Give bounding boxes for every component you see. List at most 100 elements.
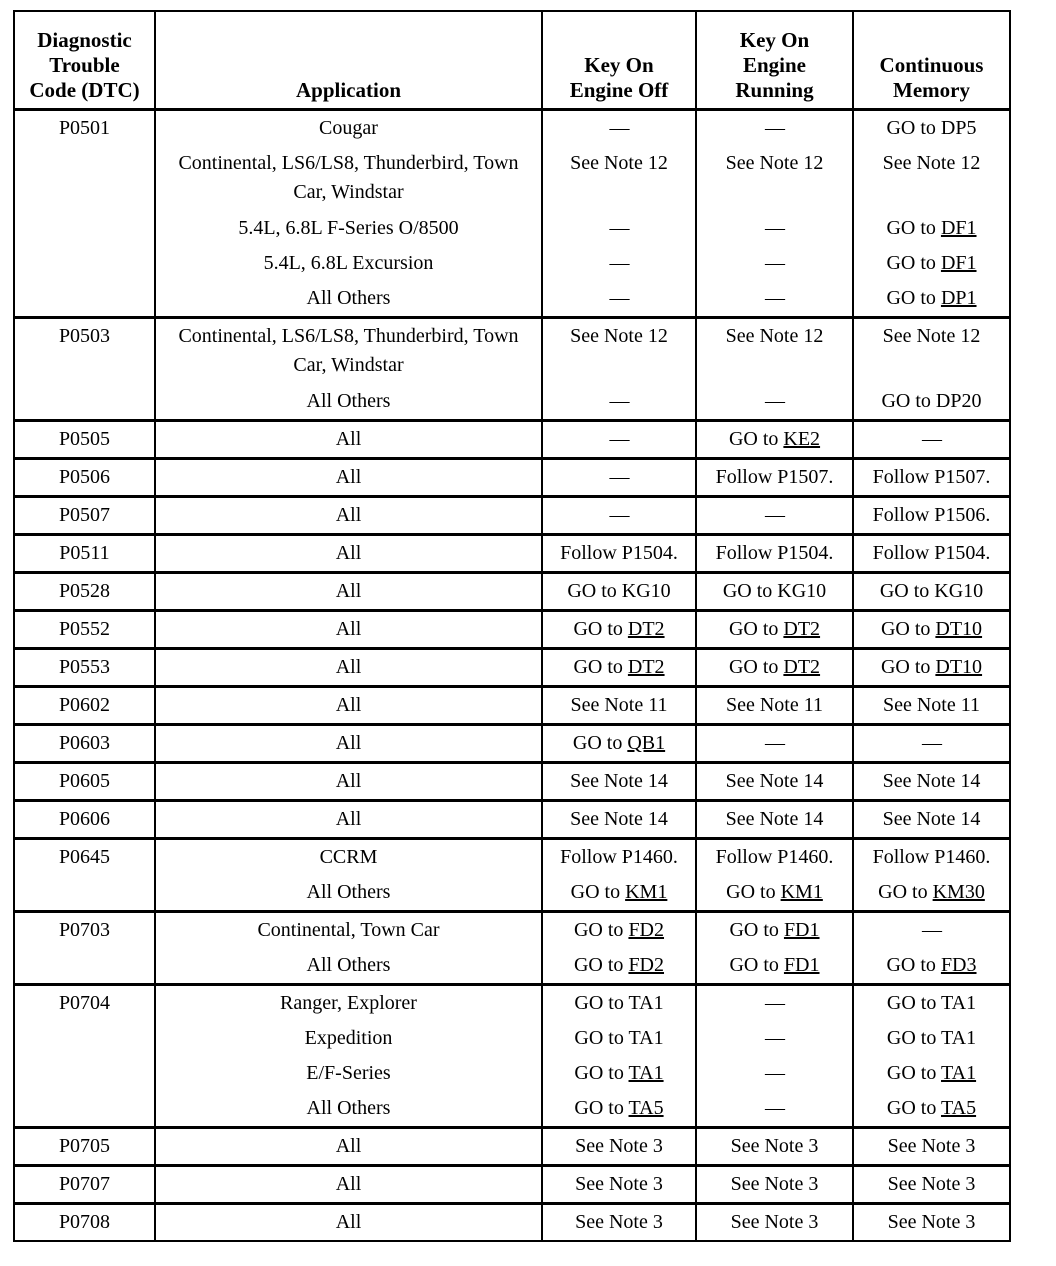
koer-cell: Follow P1507. (697, 460, 852, 495)
koeo-cell: GO to TA1 (543, 986, 695, 1021)
koeo-cell: Follow P1460. (543, 840, 695, 875)
application-cell: All Others (306, 287, 391, 309)
application-column: Continental, LS6/LS8, Thunderbird, Town … (154, 319, 541, 419)
cell-text: GO to (880, 618, 936, 640)
cm-cell: See Note 3 (854, 1167, 1009, 1202)
koeo-cell: — (543, 111, 695, 146)
procedure-link[interactable]: DF1 (940, 217, 977, 239)
application-cell: 5.4L, 6.8L F-Series O/8500 (238, 217, 459, 239)
cm-cell: Follow P1506. (854, 498, 1009, 533)
procedure-link[interactable]: FD3 (940, 954, 977, 976)
procedure-link[interactable]: FD1 (783, 919, 820, 941)
dtc-code: P0503 (58, 325, 111, 347)
koer-cell: GO to KM1 (697, 875, 852, 910)
application-column: Continental, Town Car All Others (154, 913, 541, 983)
cell-text: See Note 3 (730, 1135, 819, 1157)
koeo-column: Follow P1504. (541, 536, 695, 571)
koeo-cell: See Note 3 (543, 1167, 695, 1202)
procedure-link[interactable]: DT2 (783, 618, 821, 640)
koeo-cell: GO to FD2 (543, 913, 695, 948)
application-column: All (154, 1129, 541, 1164)
koeo-cell: — (543, 211, 695, 246)
procedure-link[interactable]: FD2 (628, 919, 665, 941)
dash: — (609, 466, 630, 488)
dtc-code: P0605 (58, 770, 111, 792)
application-cell: All (335, 732, 362, 754)
procedure-link[interactable]: QB1 (627, 732, 666, 754)
col-header-key-on-engine-running: Key On Engine Running (695, 12, 852, 108)
cm-column: See Note 3 (852, 1129, 1009, 1164)
koeo-column: See Note 14 (541, 764, 695, 799)
dtc-code: P0707 (58, 1173, 111, 1195)
cell-text: GO to (728, 618, 784, 640)
procedure-link[interactable]: DT2 (627, 618, 665, 640)
cell-text: See Note 3 (887, 1135, 976, 1157)
koeo-column: See Note 3 (541, 1205, 695, 1240)
cell-text: Follow P1504. (872, 542, 991, 564)
cm-column: GO to KG10 (852, 574, 1009, 609)
application-cell: Continental, LS6/LS8, Thunderbird, Town … (178, 325, 519, 376)
cm-cell: GO to DT10 (854, 650, 1009, 685)
koeo-cell: GO to TA1 (543, 1056, 695, 1091)
col-header-application: Application (154, 12, 541, 108)
cm-cell: GO to DF1 (854, 246, 1009, 281)
koeo-column: GO to DT2 (541, 612, 695, 647)
cell-text: See Note 12 (725, 325, 824, 347)
application-cell: All (335, 580, 362, 602)
cm-column: GO to TA1 GO to TA1 GO to TA1 GO to TA5 (852, 986, 1009, 1126)
procedure-link[interactable]: DT2 (627, 656, 665, 678)
koeo-column: GO to QB1 (541, 726, 695, 761)
procedure-link[interactable]: TA5 (628, 1097, 664, 1119)
koer-column: — — — — (695, 986, 852, 1126)
application-cell: CCRM (319, 846, 378, 868)
dash: — (922, 919, 942, 941)
procedure-link[interactable]: KM1 (780, 881, 823, 903)
application-cell: All (335, 1173, 362, 1195)
koer-cell: See Note 14 (697, 764, 852, 799)
procedure-link[interactable]: DP1 (940, 287, 977, 309)
koeo-column: — (541, 498, 695, 533)
application-column: Cougar Continental, LS6/LS8, Thunderbird,… (154, 111, 541, 316)
procedure-link[interactable]: DT2 (783, 656, 821, 678)
cell-text: Follow P1504. (715, 542, 834, 564)
dash: — (609, 504, 630, 526)
procedure-link[interactable]: KM1 (625, 881, 668, 903)
application-column: All (154, 726, 541, 761)
procedure-link[interactable]: TA5 (941, 1097, 977, 1119)
procedure-link[interactable]: FD1 (783, 954, 820, 976)
dtc-code: P0603 (58, 732, 111, 754)
cell-text: GO to (729, 954, 784, 976)
dtc-code: P0704 (58, 992, 111, 1014)
cm-cell: GO to TA5 (854, 1091, 1009, 1126)
cell-text: See Note 12 (882, 152, 981, 174)
procedure-link[interactable]: TA1 (941, 1062, 977, 1084)
koeo-cell: GO to DT2 (543, 612, 695, 647)
koeo-cell: GO to FD2 (543, 948, 695, 983)
procedure-link[interactable]: KM30 (932, 881, 985, 903)
procedure-link[interactable]: KE2 (783, 428, 821, 450)
dtc-code: P0506 (58, 466, 111, 488)
dash: — (609, 428, 630, 450)
dtc-code: P0528 (58, 580, 111, 602)
procedure-link[interactable]: DT10 (935, 656, 983, 678)
koer-cell: — (697, 281, 852, 316)
procedure-link[interactable]: DT10 (935, 618, 983, 640)
cm-cell: See Note 11 (854, 688, 1009, 723)
application-cell: All (335, 656, 362, 678)
koer-column: — See Note 12 — — — (695, 111, 852, 316)
procedure-link[interactable]: DF1 (940, 252, 977, 274)
cell-text: GO to (886, 954, 941, 976)
cell-text: GO to (729, 919, 784, 941)
dash: — (765, 287, 785, 309)
koer-cell: See Note 3 (697, 1129, 852, 1164)
cm-cell: See Note 14 (854, 764, 1009, 799)
dash: — (765, 732, 785, 754)
procedure-link[interactable]: FD2 (628, 954, 665, 976)
dtc-group-P0511: P0511 All Follow P1504. Follow P1504. Follow… (15, 533, 1009, 571)
procedure-link[interactable]: TA1 (628, 1062, 664, 1084)
dtc-code: P0602 (58, 694, 111, 716)
cm-cell: GO to KM30 (854, 875, 1009, 910)
application-cell: All Others (306, 881, 391, 903)
cell-text: Follow P1460. (872, 846, 991, 868)
